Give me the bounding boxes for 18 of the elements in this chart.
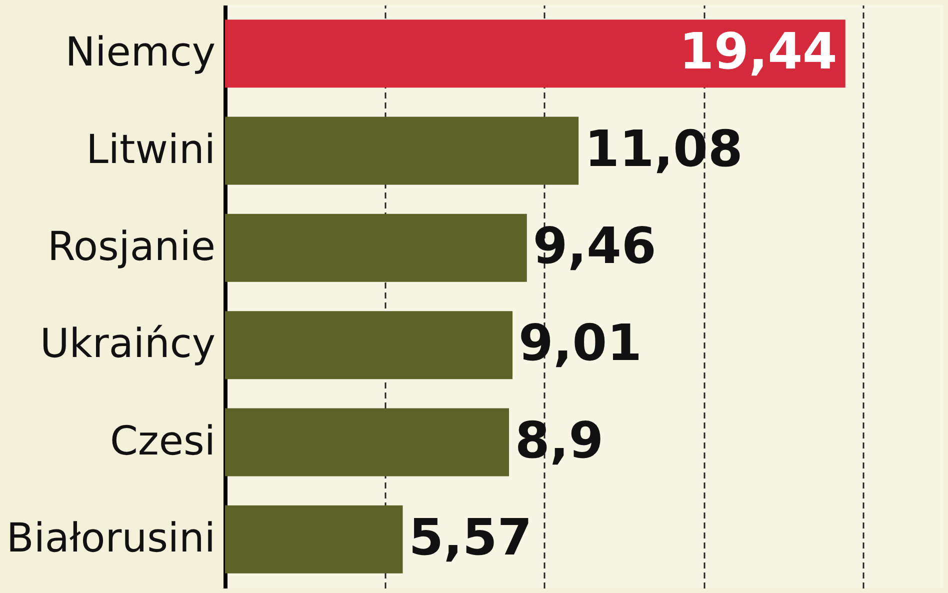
data-label: 11,08 [584, 120, 743, 178]
data-label: 9,01 [518, 314, 642, 372]
bar [225, 214, 527, 282]
y-tick-label: Białorusini [6, 515, 216, 562]
y-tick-label: Niemcy [65, 30, 216, 76]
y-tick-label: Litwini [86, 126, 216, 173]
data-label: 9,46 [532, 216, 656, 275]
bar [225, 505, 403, 574]
data-label: 19,44 [679, 22, 838, 81]
bar [225, 311, 513, 380]
bar [225, 116, 579, 185]
y-tick-label: Rosjanie [47, 224, 216, 270]
y-tick-label: Ukraińcy [40, 321, 216, 368]
data-label: 5,57 [408, 508, 532, 566]
y-tick-label: Czesi [110, 418, 216, 464]
data-label: 8,9 [515, 411, 604, 470]
bar [225, 20, 846, 88]
bar [225, 408, 510, 476]
